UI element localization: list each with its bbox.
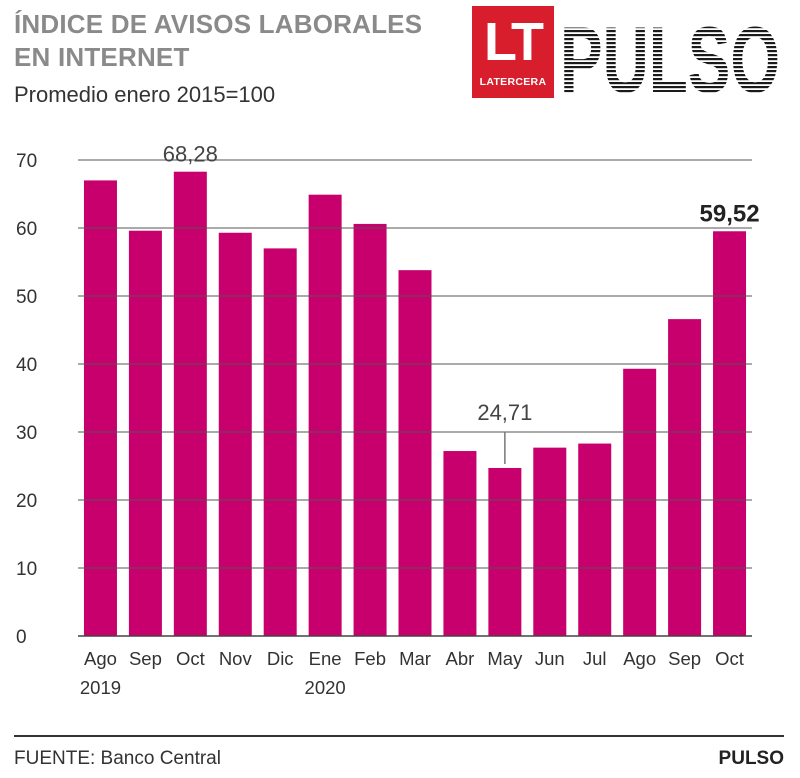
bar-0 xyxy=(83,180,117,636)
bar-4 xyxy=(263,248,297,636)
bar-7 xyxy=(398,270,432,636)
footer-divider xyxy=(14,735,784,737)
y-tick-label: 0 xyxy=(16,627,27,648)
pulso-wordmark: PULSO xyxy=(560,10,780,94)
bar-14 xyxy=(713,231,747,636)
x-tick-label: Oct xyxy=(715,648,744,669)
x-tick-label: Mar xyxy=(399,648,431,669)
x-tick-label: Jul xyxy=(583,648,607,669)
bar-13 xyxy=(668,319,702,636)
x-tick-label: May xyxy=(487,648,523,669)
year-label: 2020 xyxy=(305,677,346,698)
chart-title-line2: EN INTERNET xyxy=(14,42,190,72)
source-note: FUENTE: Banco Central xyxy=(14,748,221,769)
y-tick-label: 10 xyxy=(16,559,37,580)
x-tick-label: Feb xyxy=(354,648,386,669)
bar-1 xyxy=(128,230,162,636)
x-tick-label: Dic xyxy=(267,648,294,669)
lt-logo-subtext: LATERCERA xyxy=(479,76,547,88)
footer-brand: PULSO xyxy=(718,748,784,769)
y-tick-label: 30 xyxy=(16,423,37,444)
y-tick-label: 50 xyxy=(16,287,37,308)
bar-10 xyxy=(533,447,567,636)
y-tick-label: 70 xyxy=(16,151,37,172)
bar-12 xyxy=(623,368,657,636)
bar-chart: 0 10 20 30 40 50 60 70 Ago Sep Oct Nov Dic Ene Feb Mar A… xyxy=(16,142,760,698)
x-tick-label: Jun xyxy=(535,648,565,669)
year-label: 2019 xyxy=(80,677,121,698)
x-tick-label: Nov xyxy=(219,648,253,669)
chart-subtitle: Promedio enero 2015=100 xyxy=(14,82,276,107)
data-label: 59,52 xyxy=(700,200,760,227)
bar-9 xyxy=(488,467,522,636)
x-tick-label: Ene xyxy=(309,648,342,669)
pulso-logo: LT LATERCERA PULSO xyxy=(472,6,782,98)
svg-text:PULSO: PULSO xyxy=(560,10,780,94)
bar-2 xyxy=(173,171,207,637)
x-tick-label: Abr xyxy=(446,648,475,669)
data-label: 24,71 xyxy=(477,400,532,425)
x-tick-label: Sep xyxy=(129,648,162,669)
bar-3 xyxy=(218,232,252,636)
lt-logo-text: LT xyxy=(484,12,544,72)
chart-title: ÍNDICE DE AVISOS LABORALES EN INTERNET xyxy=(14,8,422,74)
y-tick-label: 60 xyxy=(16,219,37,240)
la-tercera-logo: LT LATERCERA xyxy=(472,6,554,98)
x-tick-label: Oct xyxy=(176,648,205,669)
x-tick-label: Sep xyxy=(668,648,701,669)
y-tick-label: 20 xyxy=(16,491,37,512)
bar-6 xyxy=(353,223,387,637)
x-tick-label: Ago xyxy=(623,648,656,669)
bar-8 xyxy=(443,451,477,636)
bar-11 xyxy=(578,443,612,636)
data-label: 68,28 xyxy=(163,142,218,167)
y-tick-label: 40 xyxy=(16,355,37,376)
x-tick-label: Ago xyxy=(84,648,117,669)
bar-5 xyxy=(308,194,342,636)
chart-title-line1: ÍNDICE DE AVISOS LABORALES xyxy=(14,9,423,39)
